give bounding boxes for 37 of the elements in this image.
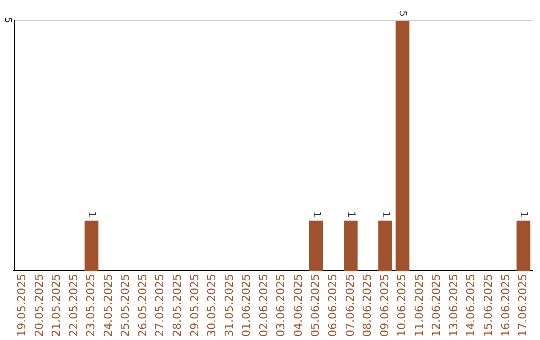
data-label: 1: [380, 211, 391, 218]
x-tick-label: 15.06.2025: [482, 274, 496, 338]
data-label: 1: [86, 211, 98, 218]
x-tick-label: 07.06.2025: [344, 274, 357, 338]
x-tick-label: 28.05.2025: [171, 274, 184, 338]
x-tick-label: 25.05.2025: [119, 274, 132, 338]
x-tick-label: 27.05.2025: [154, 274, 167, 338]
data-label: 1: [345, 211, 356, 218]
x-tick-label: 08.06.2025: [361, 274, 374, 338]
x-tick-label: 26.05.2025: [136, 274, 150, 338]
x-tick-label: 02.06.2025: [257, 274, 270, 338]
x-tick-label: 14.06.2025: [464, 274, 478, 338]
data-label: 1: [310, 211, 322, 218]
x-tick-label: 23.05.2025: [84, 274, 98, 338]
x-tick-label: 31.05.2025: [222, 274, 236, 338]
x-tick-label: 22.05.2025: [67, 274, 80, 338]
x-tick-label: 04.06.2025: [292, 274, 305, 338]
x-tick-label: 01.06.2025: [240, 274, 254, 338]
x-tick-label: 13.06.2025: [447, 274, 460, 338]
x-tick-label: 21.05.2025: [50, 274, 64, 338]
x-tick-label: 29.05.2025: [188, 274, 202, 338]
x-tick-label: 06.06.2025: [326, 274, 340, 338]
data-label: 1: [518, 211, 530, 218]
x-tick-label: 10.06.2025: [396, 274, 409, 338]
ref-line-label: 5: [2, 18, 13, 24]
x-tick-label: 30.05.2025: [206, 274, 219, 338]
x-tick-label: 24.05.2025: [102, 274, 115, 338]
x-tick-label: 05.06.2025: [309, 274, 322, 338]
x-tick-label: 19.05.2025: [16, 274, 28, 338]
x-tick-label: 17.06.2025: [516, 274, 530, 338]
x-tick-label: 09.06.2025: [378, 274, 392, 338]
x-tick-label: 03.06.2025: [274, 274, 288, 338]
x-tick-label: 11.06.2025: [412, 274, 426, 338]
x-tick-label: 12.06.2025: [430, 274, 444, 338]
x-tick-label: 20.05.2025: [32, 274, 46, 338]
x-tick-label: 16.06.2025: [499, 274, 512, 338]
data-label: 5: [397, 10, 408, 17]
